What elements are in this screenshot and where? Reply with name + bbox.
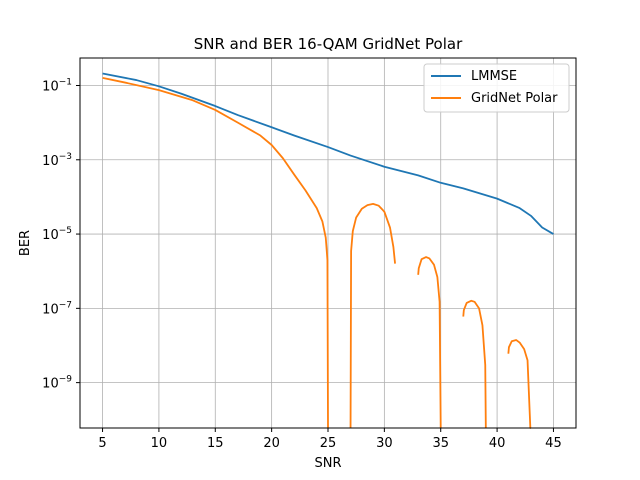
x-tick-label: 5 [98, 436, 106, 451]
series-line-lmmse [102, 72, 554, 235]
x-axis-label: SNR [314, 456, 341, 471]
x-axis-ticks: 5 10 15 20 25 30 35 40 45 [98, 428, 562, 451]
x-tick-label: 35 [432, 436, 449, 451]
y-axis-ticks: 10−9 10−7 10−5 10−3 10−1 [42, 77, 80, 392]
legend-label-lmmse: LMMSE [471, 69, 517, 84]
x-tick-label: 45 [545, 436, 562, 451]
x-tick-label: 10 [151, 436, 168, 451]
plot-area [102, 72, 554, 429]
x-tick-label: 30 [376, 436, 393, 451]
chart-title: SNR and BER 16-QAM GridNet Polar [194, 35, 463, 53]
x-tick-label: 20 [263, 436, 280, 451]
y-tick-label: 10−9 [42, 375, 72, 392]
x-tick-label: 40 [489, 436, 506, 451]
legend: LMMSE GridNet Polar [423, 63, 570, 113]
y-tick-label: 10−7 [42, 300, 72, 317]
y-tick-label: 10−1 [42, 77, 72, 94]
x-tick-label: 15 [207, 436, 224, 451]
y-axis-label: BER [18, 230, 33, 256]
x-tick-label: 25 [320, 436, 337, 451]
y-tick-label: 10−5 [42, 226, 72, 243]
y-tick-label: 10−3 [42, 152, 72, 169]
series-line-gridnet-polar [102, 77, 532, 429]
legend-label-gridnet-polar: GridNet Polar [471, 91, 558, 106]
